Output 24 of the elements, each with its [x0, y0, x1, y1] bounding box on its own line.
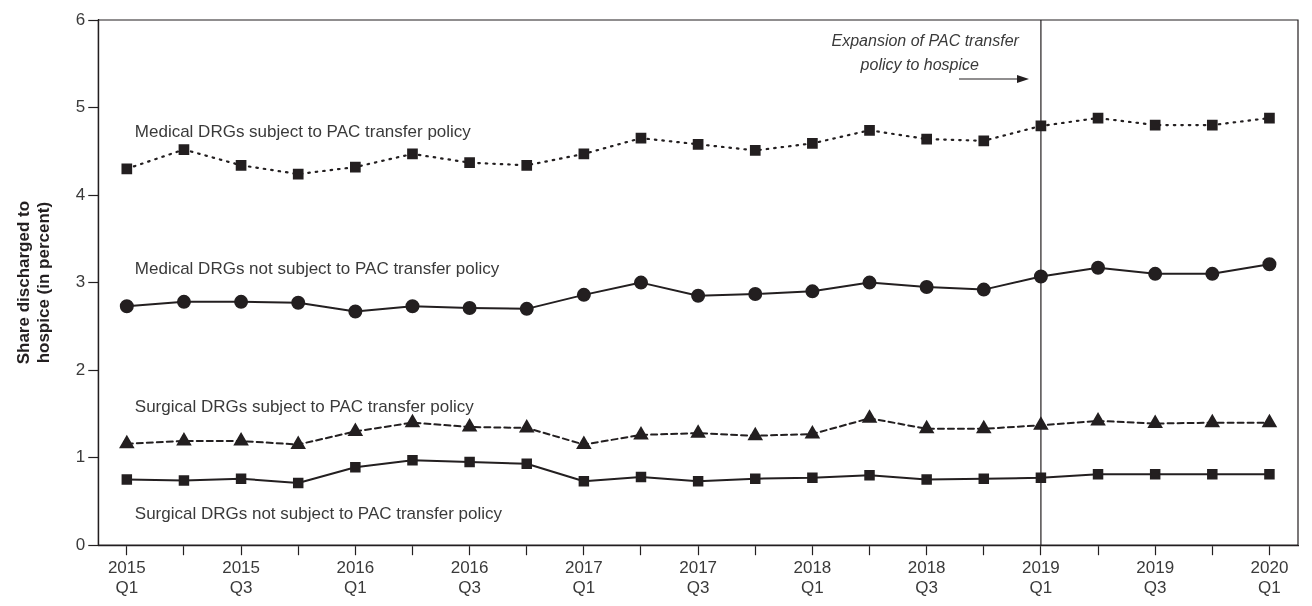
x-tick-label: 2019 Q1	[1022, 558, 1060, 598]
x-tick-label: 2016 Q3	[450, 558, 489, 598]
x-tick-label: 2015 Q1	[107, 558, 146, 598]
x-tick-label: 2016 Q1	[336, 558, 375, 598]
series-label: Surgical DRGs subject to PAC transfer policy	[134, 396, 475, 416]
x-tick-label: 2019 Q3	[1136, 558, 1175, 598]
y-tick-label: 2	[75, 359, 86, 379]
x-tick-label: 2017 Q1	[564, 558, 603, 598]
y-tick-label: 1	[75, 447, 86, 467]
x-tick-label: 2018 Q1	[793, 558, 832, 598]
x-tick-label: 2017 Q3	[679, 558, 718, 598]
y-tick-label: 6	[75, 9, 86, 29]
y-tick-label: 4	[75, 184, 86, 204]
y-tick-label: 5	[75, 97, 86, 117]
x-tick-label: 2020 Q1	[1250, 558, 1289, 598]
y-tick-label: 3	[75, 272, 86, 292]
y-tick-label: 0	[75, 534, 86, 554]
x-tick-label: 2015 Q3	[222, 558, 260, 598]
series-label: Medical DRGs subject to PAC transfer policy	[134, 121, 472, 141]
ref-line-label: Expansion of PAC transfer policy to hospice	[831, 32, 1020, 74]
series-label: Medical DRGs not subject to PAC transfer policy	[134, 259, 500, 279]
series-label: Surgical DRGs not subject to PAC transfer policy	[134, 503, 503, 523]
x-tick-label: 2018 Q3	[907, 558, 946, 598]
y-axis-title: Share discharged to hospice (in percent)	[13, 200, 54, 365]
